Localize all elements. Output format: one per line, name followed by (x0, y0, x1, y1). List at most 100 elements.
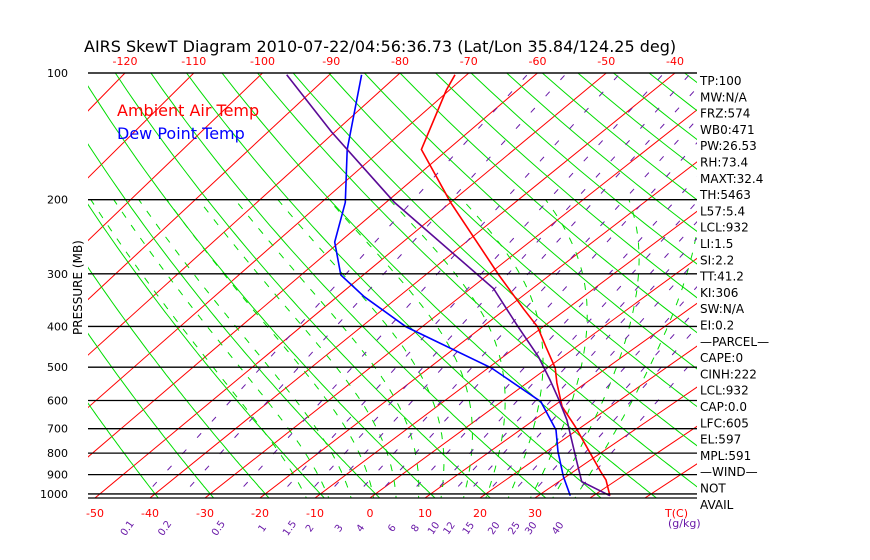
isotherm-line (0, 73, 56, 503)
y-tick-label: 600 (47, 395, 68, 408)
mixing-ratio-tick-label: 30 (523, 520, 539, 537)
isotherm-line (88, 73, 401, 356)
mixing-ratio-tick-label: 12 (442, 520, 458, 537)
mixing-ratio-line (352, 118, 697, 498)
top-x-tick-label: -100 (250, 55, 275, 68)
dry-adiabat-line (88, 266, 270, 498)
dry-adiabat-line (470, 73, 697, 265)
mixing-ratio-line (428, 201, 697, 498)
y-tick-label: 1000 (40, 488, 68, 501)
dry-adiabat-line (88, 332, 215, 498)
isotherm-line (88, 73, 538, 458)
dry-adiabat-line (827, 73, 870, 503)
y-tick-label: 100 (47, 67, 68, 80)
y-tick-label: 400 (47, 320, 68, 333)
mixing-ratio-line (527, 308, 697, 498)
index-label: —WIND— (700, 465, 758, 479)
dry-adiabat-line (221, 73, 658, 498)
mixing-ratio-line (507, 286, 697, 498)
index-label: NOT (700, 482, 726, 496)
parcel-curve (286, 74, 611, 497)
dry-adiabat-line (88, 143, 381, 498)
top-x-tick-label: -110 (181, 55, 206, 68)
legend-ambient-air-temp: Ambient Air Temp (117, 101, 259, 120)
dry-adiabat-line (328, 73, 697, 408)
top-x-tick-label: -50 (597, 55, 615, 68)
mixing-ratio-line (232, 73, 621, 498)
bottom-x-tick-label: 0 (367, 507, 374, 520)
top-x-tick-label: -80 (391, 55, 409, 68)
moist-adiabat-line (198, 199, 397, 498)
legend-dew-point-temp: Dew Point Temp (117, 124, 245, 143)
mixing-ratio-tick-label: 20 (486, 520, 502, 537)
index-label: PW:26.53 (700, 139, 757, 153)
index-label: L57:5.4 (700, 204, 745, 218)
bottom-x-tick-label: -40 (141, 507, 159, 520)
mixing-ratio-tick-label: 8 (409, 523, 422, 535)
dewpoint-curve (333, 74, 572, 496)
index-label: MAXT:32.4 (700, 172, 763, 186)
bottom-x-tick-label: 30 (528, 507, 542, 520)
moist-adiabat-line (574, 227, 697, 498)
top-x-tick-label: -120 (113, 55, 138, 68)
y-axis-label: PRESSURE (MB) (71, 240, 85, 335)
mixing-ratio-unit-label: (g/kg) (668, 517, 701, 530)
sounding-curves (286, 74, 611, 497)
index-label: CAPE:0 (700, 351, 743, 365)
dry-adiabat-line (399, 73, 697, 334)
dry-adiabat-line (186, 73, 602, 498)
moist-adiabat-line (138, 199, 352, 498)
index-label: EL:597 (700, 433, 741, 447)
mixing-ratio-line (141, 73, 530, 498)
index-label: TP:100 (699, 74, 742, 88)
top-x-tick-label: -70 (460, 55, 478, 68)
isotherm-line (314, 210, 697, 498)
isotherm-line (88, 73, 195, 179)
y-tick-label: 500 (47, 361, 68, 374)
dry-adiabat-line (364, 73, 697, 370)
index-label: RH:73.4 (700, 156, 748, 170)
index-label: SI:2.2 (700, 253, 734, 267)
isotherm-line (94, 73, 607, 498)
moist-adiabat-line (389, 199, 506, 498)
y-tick-label: 900 (47, 469, 68, 482)
index-label: —PARCEL— (700, 335, 769, 349)
mixing-ratio-tick-label: 15 (461, 520, 477, 537)
isotherm-line (88, 73, 332, 301)
bottom-x-tick-label: 10 (418, 507, 432, 520)
mixing-ratio-tick-label: 6 (386, 523, 399, 535)
isotherm-line (589, 425, 697, 498)
dry-adiabat-line (257, 73, 697, 488)
top-x-tick-label: -90 (322, 55, 340, 68)
mixing-ratio-line (178, 73, 568, 498)
mixing-ratio-tick-label: 0.2 (156, 519, 174, 538)
mixing-ratio-line (462, 237, 697, 498)
y-tick-label: 700 (47, 423, 68, 436)
index-label: LFC:605 (700, 416, 749, 430)
mixing-ratio-tick-label: 2 (304, 523, 317, 535)
bottom-x-tick-label: -20 (251, 507, 269, 520)
dry-adiabat-line (756, 73, 870, 503)
grid-lines (0, 73, 870, 503)
dry-adiabat-line (292, 73, 697, 447)
dry-adiabat-line (88, 402, 159, 498)
mixing-ratio-line (447, 220, 697, 498)
isotherm-line (88, 73, 470, 409)
y-tick-label: 800 (47, 447, 68, 460)
y-tick-label: 300 (47, 268, 68, 281)
index-label: TT:41.2 (699, 270, 744, 284)
index-label: AVAIL (700, 498, 734, 512)
mixing-ratio-line (303, 73, 692, 498)
dry-adiabat-line (114, 73, 492, 498)
isotherm-line (534, 386, 697, 498)
index-label: LCL:932 (700, 384, 749, 398)
mixing-ratio-line (323, 87, 697, 498)
stability-indices: TP:100 MW:N/A FRZ:574 WB0:471 PW:26.53 RH:73.… (699, 74, 769, 512)
mixing-ratio-tick-label: 0.1 (119, 519, 137, 538)
mixing-ratio-tick-label: 4 (355, 523, 368, 535)
mixing-ratio-line (405, 176, 697, 498)
isotherm-line (88, 73, 263, 242)
index-label: CINH:222 (700, 367, 757, 381)
mixing-ratio-tick-label: 1.5 (281, 519, 299, 538)
